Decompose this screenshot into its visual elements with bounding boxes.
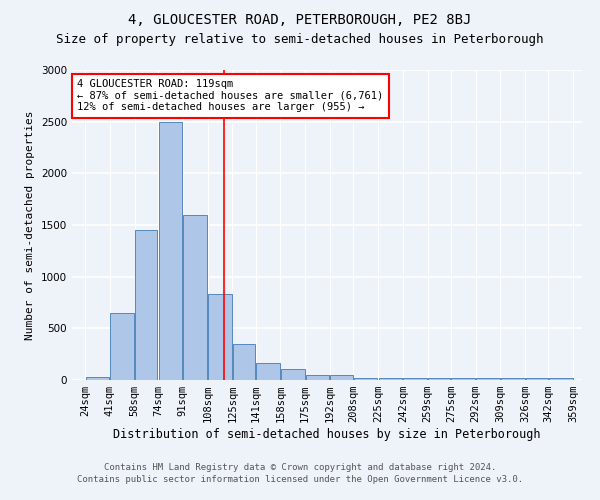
Bar: [379, 378, 402, 380]
Bar: [403, 378, 427, 380]
Bar: [549, 378, 572, 380]
Y-axis label: Number of semi-detached properties: Number of semi-detached properties: [25, 110, 35, 340]
Bar: [306, 375, 329, 380]
X-axis label: Distribution of semi-detached houses by size in Peterborough: Distribution of semi-detached houses by …: [113, 428, 541, 441]
Bar: [476, 378, 500, 380]
Bar: [428, 378, 450, 380]
Bar: [184, 214, 207, 380]
Bar: [354, 378, 377, 380]
Bar: [208, 294, 232, 380]
Bar: [501, 378, 524, 380]
Text: Size of property relative to semi-detached houses in Peterborough: Size of property relative to semi-detach…: [56, 32, 544, 46]
Bar: [281, 368, 305, 380]
Bar: [158, 122, 182, 380]
Bar: [526, 378, 548, 380]
Bar: [110, 313, 134, 380]
Bar: [86, 377, 109, 380]
Text: Contains public sector information licensed under the Open Government Licence v3: Contains public sector information licen…: [77, 475, 523, 484]
Text: 4, GLOUCESTER ROAD, PETERBOROUGH, PE2 8BJ: 4, GLOUCESTER ROAD, PETERBOROUGH, PE2 8B…: [128, 12, 472, 26]
Bar: [135, 230, 157, 380]
Bar: [451, 378, 475, 380]
Bar: [233, 344, 255, 380]
Bar: [256, 364, 280, 380]
Bar: [331, 375, 353, 380]
Text: Contains HM Land Registry data © Crown copyright and database right 2024.: Contains HM Land Registry data © Crown c…: [104, 464, 496, 472]
Text: 4 GLOUCESTER ROAD: 119sqm
← 87% of semi-detached houses are smaller (6,761)
12% : 4 GLOUCESTER ROAD: 119sqm ← 87% of semi-…: [77, 80, 383, 112]
